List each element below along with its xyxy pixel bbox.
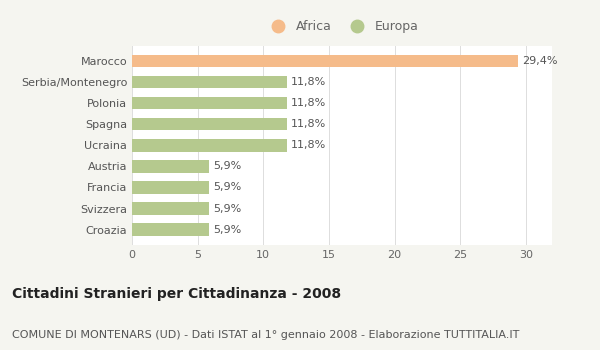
Bar [132, 160, 209, 173]
Text: 11,8%: 11,8% [291, 119, 326, 129]
Text: 11,8%: 11,8% [291, 98, 326, 108]
Bar [132, 202, 209, 215]
Bar [132, 223, 209, 236]
Bar [132, 181, 209, 194]
Bar [132, 55, 518, 67]
Text: 5,9%: 5,9% [214, 225, 242, 235]
Bar [132, 118, 287, 131]
Legend: Africa, Europa: Africa, Europa [263, 18, 421, 36]
Text: 5,9%: 5,9% [214, 203, 242, 214]
Bar [132, 76, 287, 88]
Text: 5,9%: 5,9% [214, 161, 242, 171]
Text: 11,8%: 11,8% [291, 77, 326, 87]
Text: Cittadini Stranieri per Cittadinanza - 2008: Cittadini Stranieri per Cittadinanza - 2… [12, 287, 341, 301]
Text: 11,8%: 11,8% [291, 140, 326, 150]
Text: 29,4%: 29,4% [522, 56, 557, 66]
Text: COMUNE DI MONTENARS (UD) - Dati ISTAT al 1° gennaio 2008 - Elaborazione TUTTITAL: COMUNE DI MONTENARS (UD) - Dati ISTAT al… [12, 329, 520, 340]
Text: 5,9%: 5,9% [214, 182, 242, 192]
Bar [132, 97, 287, 110]
Bar [132, 139, 287, 152]
